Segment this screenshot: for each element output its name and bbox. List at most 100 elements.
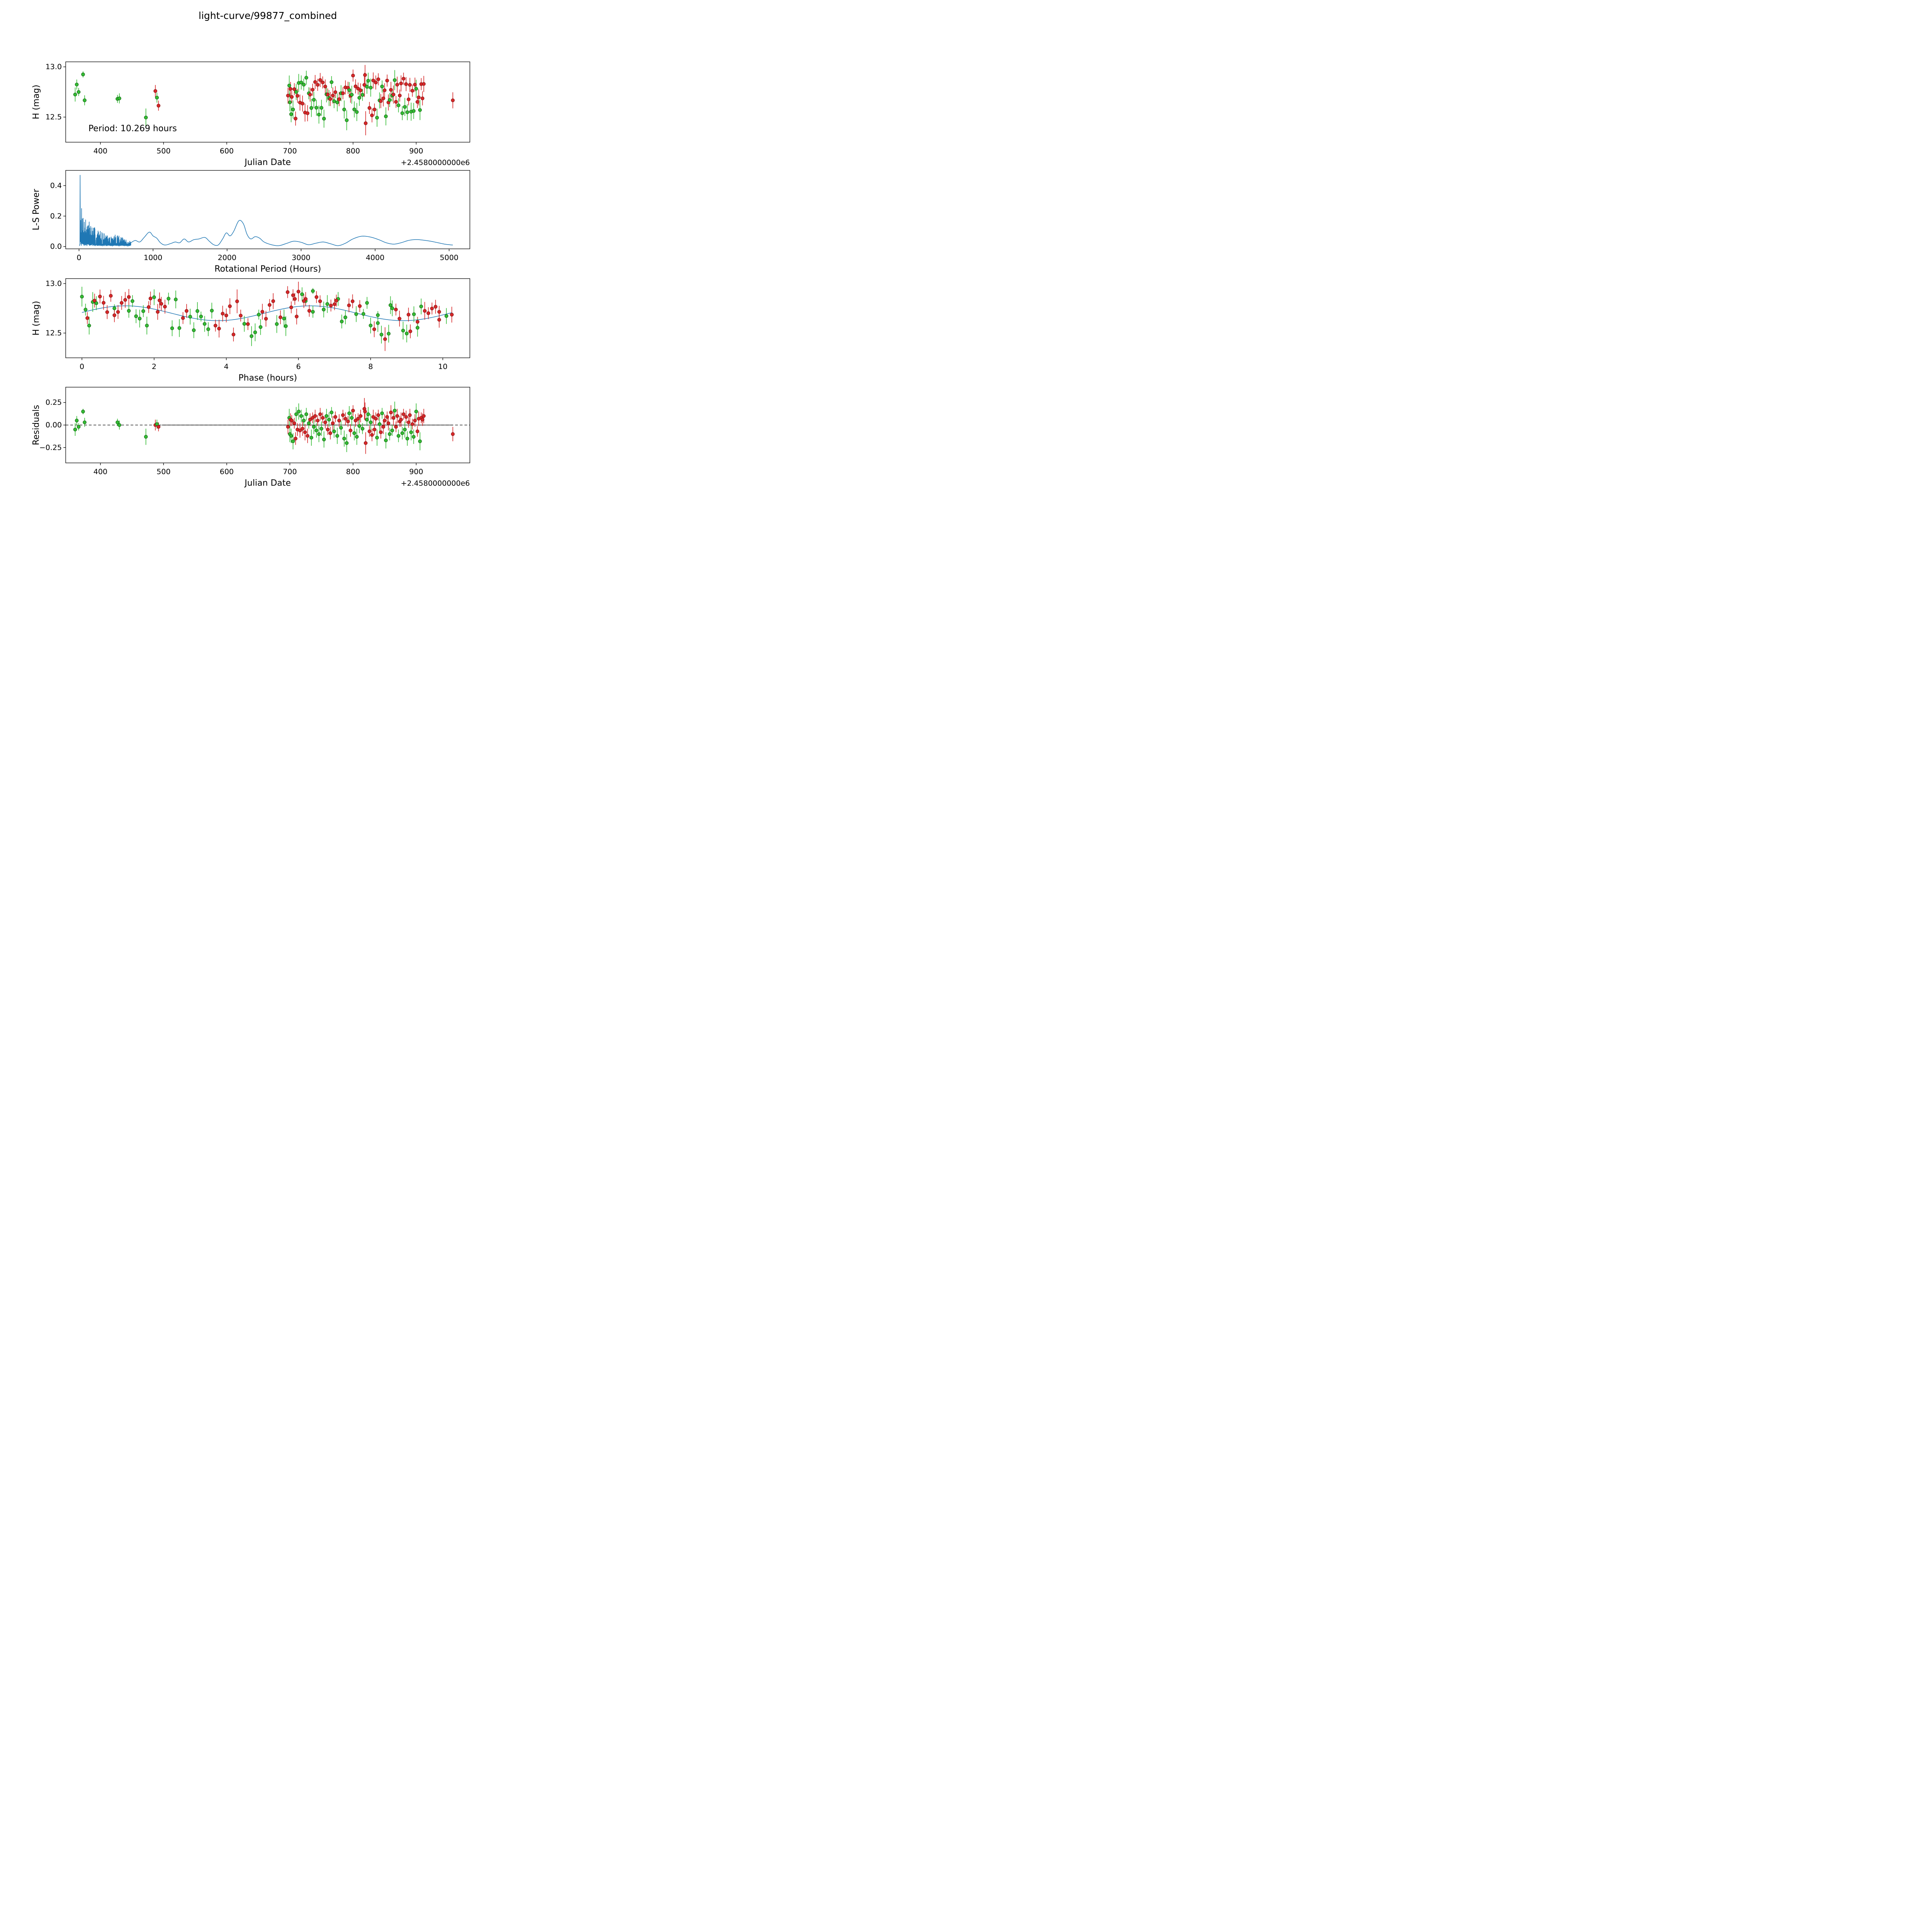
data-point <box>412 109 416 113</box>
data-point <box>351 73 355 78</box>
data-point <box>325 414 328 418</box>
data-point <box>289 112 293 116</box>
data-point <box>294 117 298 121</box>
data-point <box>105 310 109 314</box>
data-point <box>418 108 422 112</box>
y-axis-label: L-S Power <box>32 189 41 230</box>
data-point <box>420 96 425 100</box>
data-point <box>75 418 79 423</box>
data-point <box>399 418 403 422</box>
data-point <box>83 308 88 312</box>
data-point <box>321 308 326 311</box>
data-point <box>288 100 292 104</box>
data-point <box>410 88 415 93</box>
data-point <box>297 410 301 413</box>
x-tick-label: 5000 <box>440 253 458 262</box>
data-point <box>292 421 296 425</box>
y-tick-label: 13.0 <box>46 279 62 288</box>
data-point <box>155 95 159 100</box>
data-point <box>292 87 296 91</box>
data-point <box>389 88 393 92</box>
data-point <box>77 425 81 429</box>
data-point <box>341 91 345 95</box>
data-point <box>372 427 377 432</box>
x-tick-label: 1000 <box>144 253 162 262</box>
data-point <box>317 432 321 436</box>
data-point <box>92 299 97 303</box>
data-point <box>351 408 355 413</box>
data-point <box>437 310 441 314</box>
data-point <box>406 420 411 424</box>
data-point <box>380 411 384 415</box>
data-point <box>405 332 409 335</box>
data-point <box>417 95 421 99</box>
data-point <box>130 299 134 303</box>
data-point <box>312 98 316 102</box>
data-point <box>257 313 261 317</box>
x-tick-label: 6 <box>296 362 301 371</box>
data-point <box>320 427 323 431</box>
data-point <box>357 424 361 428</box>
data-point <box>331 421 335 425</box>
y-tick-label: 0.2 <box>50 212 62 220</box>
data-point <box>339 426 343 430</box>
data-point <box>326 427 330 432</box>
x-tick-label: 900 <box>409 147 423 155</box>
ls-power-curve <box>79 175 453 247</box>
data-point <box>309 435 313 440</box>
data-point <box>83 98 87 102</box>
data-point <box>405 437 409 440</box>
data-point <box>352 107 356 111</box>
y-tick-label: 12.5 <box>46 329 62 337</box>
data-point <box>383 418 387 423</box>
data-point <box>415 320 420 324</box>
data-point <box>73 427 77 432</box>
data-point <box>413 83 417 87</box>
data-point <box>299 80 303 85</box>
data-point <box>294 315 299 318</box>
data-point <box>347 88 351 92</box>
data-point <box>415 100 420 104</box>
x-tick-label: 4 <box>224 362 229 371</box>
data-point <box>403 427 407 432</box>
data-point <box>152 295 156 299</box>
data-point <box>335 434 339 438</box>
data-point <box>430 306 434 311</box>
data-point <box>374 80 378 85</box>
data-point <box>401 328 405 333</box>
data-point <box>346 419 350 423</box>
data-point <box>323 85 327 88</box>
data-point <box>369 85 373 90</box>
data-point <box>369 420 373 424</box>
data-point <box>395 414 399 418</box>
data-point <box>289 87 293 91</box>
data-point <box>350 93 354 97</box>
data-point <box>345 441 349 445</box>
data-point <box>309 106 313 110</box>
data-point <box>376 413 380 417</box>
y-axis-label: H (mag) <box>32 301 41 336</box>
data-point <box>174 298 178 301</box>
data-point <box>378 422 382 426</box>
data-point <box>391 416 396 420</box>
data-point <box>206 327 210 331</box>
data-point <box>302 418 306 423</box>
data-point <box>403 105 407 109</box>
data-point <box>331 94 335 97</box>
data-point <box>354 418 357 423</box>
data-point <box>396 434 401 438</box>
figure: light-curve/99877_combined 400 500 600 700 8… <box>0 0 522 522</box>
data-point <box>359 88 363 92</box>
data-point <box>75 82 79 87</box>
x-tick-label: 700 <box>283 147 297 155</box>
data-point <box>293 297 297 301</box>
data-point <box>372 107 377 112</box>
data-point <box>304 76 308 80</box>
data-point <box>163 304 167 309</box>
x-axis-label: Phase (hours) <box>238 373 297 383</box>
data-point <box>367 429 371 434</box>
data-point <box>117 423 121 427</box>
data-point <box>264 317 268 321</box>
data-point <box>329 303 333 308</box>
data-point <box>401 77 406 81</box>
